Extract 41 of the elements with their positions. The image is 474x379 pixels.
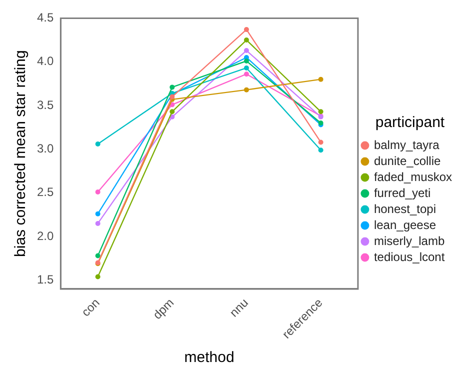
legend-title: participant: [375, 114, 446, 132]
point: [244, 72, 249, 77]
point: [170, 109, 175, 114]
point: [95, 190, 100, 195]
point: [95, 211, 100, 216]
x-tick-label: dpm: [150, 296, 177, 322]
legend-label: dunite_collie: [374, 154, 441, 168]
point: [318, 140, 324, 145]
legend-label: lean_geese: [374, 218, 436, 232]
point: [244, 27, 249, 32]
legend-label: tedious_lcont: [374, 250, 446, 264]
point: [244, 87, 249, 92]
y-tick-label: 1.5: [36, 272, 54, 287]
point: [318, 76, 324, 82]
legend-label: balmy_tayra: [374, 138, 440, 152]
legend-label: miserly_lamb: [374, 234, 445, 248]
y-axis-title: bias corrected mean star rating: [12, 50, 30, 257]
legend-label: honest_topi: [374, 202, 436, 216]
point: [244, 48, 249, 54]
x-tick-label: nnu: [226, 296, 251, 320]
point: [170, 94, 175, 100]
y-tick-label: 3.0: [36, 142, 54, 156]
point: [95, 141, 100, 146]
y-tick-label: 2.0: [36, 228, 54, 243]
point: [95, 253, 100, 258]
y-tick-label: 3.5: [36, 98, 54, 112]
y-tick-label: 2.5: [36, 185, 54, 200]
point: [318, 109, 324, 114]
point: [95, 220, 100, 226]
legend-label: furred_yeti: [374, 186, 431, 200]
point: [170, 84, 175, 90]
x-axis-title: method: [184, 349, 234, 366]
y-tick-label: 4.5: [36, 10, 54, 25]
y-tick-label: 4.0: [36, 54, 54, 68]
point: [244, 65, 249, 70]
legend-label: faded_muskox: [374, 170, 452, 184]
point: [95, 274, 100, 280]
point: [244, 58, 249, 64]
point: [318, 148, 324, 153]
x-tick-label: con: [78, 296, 102, 320]
point: [244, 38, 249, 43]
